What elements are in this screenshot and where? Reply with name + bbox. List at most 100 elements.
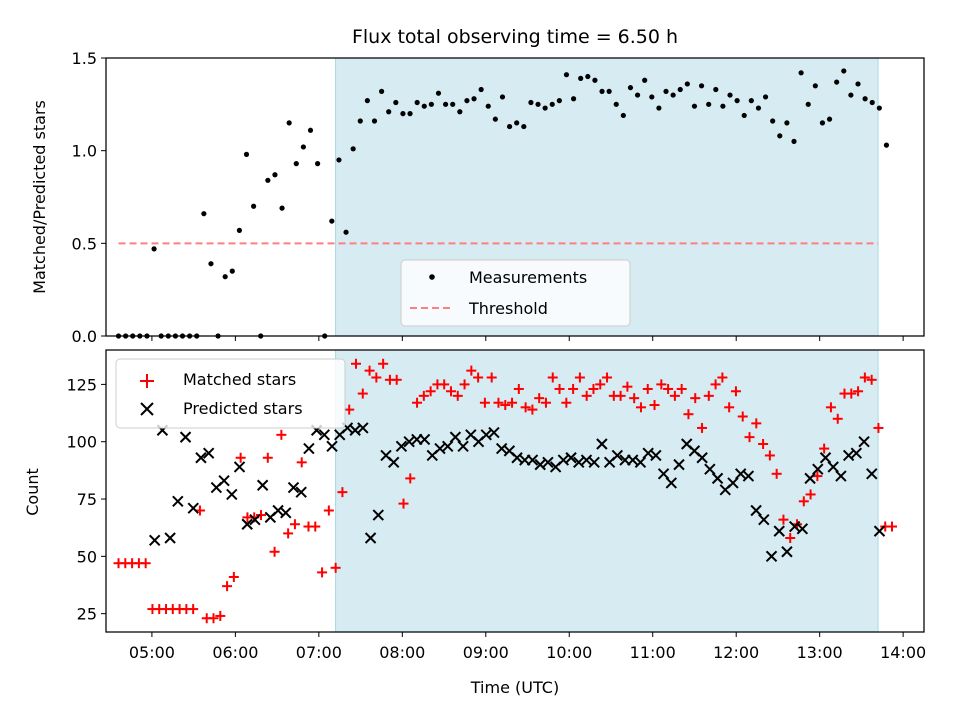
measurement-point — [627, 85, 634, 91]
predicted-star-point — [873, 525, 886, 537]
measurement-point — [620, 112, 626, 119]
predicted-star-point — [226, 488, 238, 501]
matched-star-point — [412, 397, 423, 408]
matched-star-point — [690, 393, 701, 404]
measurement-point — [435, 90, 442, 96]
matched-star-point — [859, 372, 870, 383]
x-tick-label: 08:00 — [379, 643, 425, 662]
bottom-panel: 25 50 75 100 125 05:00 06:00 07:00 08:00 09:00 10… — [23, 349, 926, 697]
matched-star-point — [581, 390, 592, 401]
matched-star-point — [276, 429, 287, 440]
matched-star-point — [635, 402, 646, 413]
measurement-point — [336, 157, 342, 163]
matched-star-point — [391, 374, 402, 385]
predicted-star-point — [858, 436, 870, 448]
top-y-tick-label: 1.5 — [72, 49, 97, 68]
measurement-point — [841, 68, 847, 74]
predicted-star-point — [657, 468, 670, 480]
predicted-star-point — [148, 534, 161, 546]
predicted-star-point — [364, 532, 377, 544]
matched-star-point — [425, 386, 436, 397]
matched-star-point — [445, 386, 456, 397]
measurement-point — [293, 161, 299, 167]
measurement-point — [272, 172, 278, 178]
bottom-axes-frame — [105, 349, 925, 633]
measurement-point — [243, 151, 250, 157]
matched-star-point — [534, 393, 545, 404]
measurement-point — [634, 92, 641, 98]
measurement-point — [585, 73, 591, 80]
matched-star-point — [493, 397, 504, 408]
matched-star-point — [452, 390, 463, 401]
matched-star-point — [222, 581, 233, 592]
predicted-star-point — [542, 456, 554, 469]
measurement-point — [727, 92, 733, 98]
measurement-point — [805, 101, 811, 107]
measurement-point — [457, 109, 463, 115]
predicted-star-point — [441, 440, 454, 452]
matched-star-point — [296, 457, 307, 468]
predicted-star-point — [634, 456, 647, 469]
matched-star-point — [683, 409, 694, 420]
bottom-span-shading — [335, 349, 879, 633]
measurement-point — [819, 120, 826, 126]
matched-star-point — [832, 413, 843, 424]
predicted-star-point — [179, 431, 192, 443]
predicted-star-point — [819, 452, 832, 464]
matched-star-point — [866, 374, 877, 385]
predicted-star-point — [511, 452, 523, 464]
predicted-star-point — [842, 449, 855, 462]
measurement-point — [414, 99, 420, 106]
measurement-point — [563, 72, 570, 78]
matched-star-point — [547, 372, 558, 383]
predicted-star-point — [773, 525, 785, 537]
bottom-y-tick-label: 50 — [77, 547, 97, 566]
matched-star-point — [771, 468, 782, 479]
predicted-star-point — [295, 486, 307, 498]
measurement-point — [862, 96, 868, 102]
bottom-y-ticks: 25 50 75 100 125 — [66, 375, 106, 624]
x-tick-label: 13:00 — [797, 643, 843, 662]
matched-star-point — [846, 388, 857, 399]
legend-measurements-marker — [429, 274, 435, 280]
measurement-point — [528, 99, 534, 106]
predicted-star-point — [611, 449, 624, 462]
measurement-point — [251, 203, 257, 209]
measurement-point — [706, 101, 712, 107]
measurement-point — [450, 101, 456, 107]
measurement-point — [677, 86, 683, 93]
matched-star-point — [737, 411, 748, 422]
predicted-star-point — [164, 532, 176, 544]
matched-star-point — [235, 452, 246, 463]
matched-star-point — [140, 558, 151, 569]
bottom-y-tick-label: 25 — [77, 605, 97, 624]
top-legend: Measurements Threshold — [400, 259, 631, 327]
predicted-star-point — [202, 447, 215, 459]
matched-star-point — [642, 383, 653, 394]
measurement-point — [663, 88, 669, 94]
predicted-star-point — [480, 429, 492, 441]
matched-star-point — [615, 390, 626, 401]
matched-star-point — [228, 571, 239, 582]
measurement-point — [592, 77, 598, 83]
measurement-point — [421, 103, 427, 109]
matched-star-point — [649, 400, 660, 411]
bottom-y-tick-label: 100 — [66, 433, 97, 452]
predicted-star-point — [580, 454, 593, 466]
measurement-point — [364, 98, 370, 104]
top-y-ticks: 0.0 0.5 1.0 1.5 — [72, 49, 106, 346]
top-y-tick-label: 0.0 — [72, 327, 97, 346]
measurement-point — [478, 86, 484, 93]
predicted-star-point — [850, 447, 863, 459]
measurement-point — [286, 120, 292, 126]
predicted-star-point — [696, 452, 708, 464]
measurement-point — [379, 88, 385, 94]
bottom-legend: Matched stars Predicted stars — [115, 358, 346, 429]
measurement-point — [713, 86, 719, 93]
matched-star-point — [486, 372, 497, 383]
predicted-star-point — [734, 468, 747, 480]
measurement-point — [279, 205, 285, 211]
matched-star-point — [459, 379, 470, 390]
measurement-point — [606, 88, 612, 94]
